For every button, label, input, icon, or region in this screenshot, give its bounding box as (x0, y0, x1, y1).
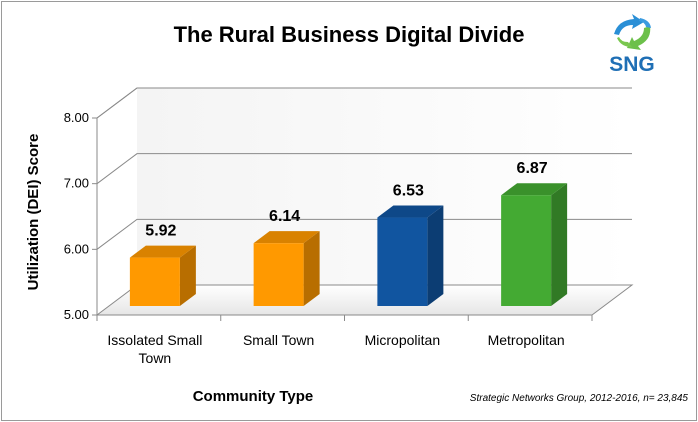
x-axis-title: Community Type (193, 388, 314, 405)
bar-front (501, 195, 552, 306)
bar-top (377, 205, 444, 218)
bar-front (129, 257, 180, 306)
bar-side (303, 231, 320, 306)
bar-front (377, 217, 428, 306)
bar (253, 231, 320, 306)
y-tick-label: 7.00 (64, 176, 89, 191)
gridline (96, 218, 632, 250)
y-tick-label: 8.00 (64, 110, 89, 125)
data-label: 6.53 (393, 183, 424, 200)
y-tick-label: 6.00 (64, 241, 89, 256)
bar-top (129, 245, 196, 258)
data-label: 5.92 (145, 223, 176, 240)
data-label: 6.87 (517, 160, 548, 177)
x-tick-label: Micropolitan (365, 332, 440, 348)
bar (377, 205, 444, 306)
x-tick-label: Small Town (243, 332, 314, 348)
chart-title: The Rural Business Digital Divide (174, 22, 525, 47)
bar-top (253, 231, 320, 244)
chart-floor (95, 284, 634, 316)
gridline (96, 153, 632, 185)
bar-side (179, 245, 196, 306)
plot-area: 5.00 6.00 7.00 8.00 5.92 Issolated Small Town 6… (64, 87, 634, 366)
bar (501, 183, 568, 306)
y-axis-title: Utilization (DEI) Score (25, 134, 42, 291)
x-tick-label: Issolated Small Town (107, 332, 202, 366)
wall-edge (96, 87, 138, 119)
bar-front (253, 243, 304, 306)
logo: SNG (609, 14, 655, 76)
data-label: 6.14 (269, 208, 300, 225)
bar (129, 245, 196, 306)
x-tick-label: Metropolitan (488, 332, 565, 348)
bar-side (551, 183, 568, 306)
bar-top (501, 183, 568, 196)
y-tick-label: 5.00 (64, 307, 89, 322)
source-note: Strategic Networks Group, 2012-2016, n= … (470, 393, 689, 404)
logo-text: SNG (609, 53, 655, 76)
bar-side (427, 205, 444, 306)
recycle-arrows-icon (614, 14, 651, 50)
